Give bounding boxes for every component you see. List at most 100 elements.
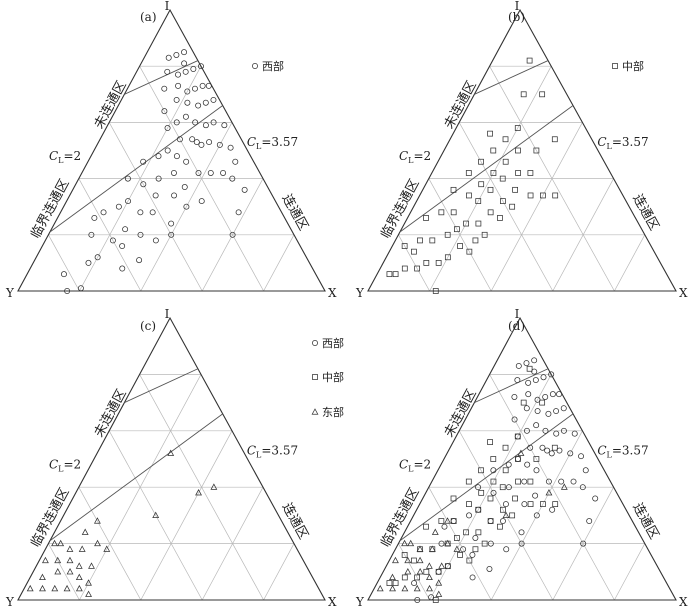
data-point-circle <box>411 580 418 587</box>
grid-line <box>490 430 583 601</box>
data-point-square <box>509 512 516 519</box>
data-point-square <box>457 243 463 249</box>
data-point-circle <box>181 184 188 191</box>
data-point-circle <box>441 523 448 530</box>
boundary-line-cl357 <box>49 105 223 233</box>
data-point-square <box>527 192 534 199</box>
vertex-label-i: I <box>515 307 520 321</box>
data-point-square <box>392 580 399 586</box>
data-point-triangle <box>425 562 433 569</box>
region-label-unconnected: 未连通区 <box>441 386 480 439</box>
grid-line <box>48 234 80 292</box>
vertex-label-i: I <box>165 0 170 13</box>
data-point-circle <box>232 158 239 165</box>
data-point-circle <box>119 243 126 250</box>
data-point-square <box>438 209 445 216</box>
series-circle <box>60 49 248 294</box>
data-point-circle <box>499 518 506 525</box>
data-point-square <box>481 231 488 238</box>
data-point-triangle <box>85 590 93 597</box>
data-point-circle <box>571 430 578 437</box>
series-triangle <box>26 449 218 597</box>
data-point-square <box>490 170 497 176</box>
grid-lines <box>48 65 295 292</box>
grid-line <box>263 234 295 292</box>
data-point-circle <box>164 125 171 131</box>
data-point-circle <box>119 265 126 272</box>
data-point-square <box>466 557 473 564</box>
data-point-triangle <box>502 511 510 518</box>
data-point-circle <box>77 285 84 292</box>
data-point-circle <box>556 391 563 398</box>
data-point-triangle <box>435 590 443 597</box>
boundary-line-cl357 <box>399 105 574 233</box>
legend-marker-square <box>312 374 318 380</box>
data-point-circle <box>486 566 493 572</box>
data-point-triangle <box>426 584 433 592</box>
data-point-triangle <box>413 584 421 592</box>
data-point-triangle <box>416 556 424 564</box>
region-label-connected: 连通区 <box>629 191 662 233</box>
data-point-square <box>475 506 482 513</box>
data-point-square <box>401 243 408 249</box>
data-point-square <box>499 484 506 491</box>
vertex-label-x: X <box>328 595 337 609</box>
data-point-triangle <box>416 568 424 575</box>
data-point-circle <box>549 391 556 398</box>
data-point-circle <box>229 231 236 238</box>
data-point-square <box>527 170 534 176</box>
data-point-triangle <box>66 568 74 575</box>
data-point-square <box>539 399 546 406</box>
data-point-circle <box>579 484 586 491</box>
data-point-circle <box>176 136 183 143</box>
legend-marker-circle <box>312 340 318 346</box>
boundary-line-cl2 <box>124 368 199 404</box>
data-point-circle <box>152 192 159 199</box>
data-point-square <box>475 220 482 227</box>
grid-line <box>139 374 264 601</box>
data-point-circle <box>124 175 131 182</box>
data-point-triangle <box>426 573 433 581</box>
vertex-label-x: X <box>328 286 337 300</box>
data-point-triangle <box>75 562 83 569</box>
data-point-circle <box>115 203 122 210</box>
data-point-circle <box>450 518 457 525</box>
data-point-circle <box>540 374 547 381</box>
data-point-circle <box>122 226 129 233</box>
boundary-line-cl2 <box>124 60 199 95</box>
cl-label-357: CL=3.57 <box>597 135 648 151</box>
grid-line <box>614 234 646 292</box>
data-point-circle <box>505 484 512 491</box>
triangle-frame <box>367 316 677 601</box>
data-point-square <box>463 529 469 536</box>
cl-label-2: CL=2 <box>49 149 81 165</box>
data-point-square <box>450 186 457 193</box>
data-point-square <box>515 456 521 462</box>
data-point-circle <box>553 430 560 437</box>
data-point-circle <box>524 461 531 468</box>
data-point-circle <box>523 427 530 434</box>
data-point-triangle <box>416 545 424 552</box>
grid-line <box>139 66 264 292</box>
grid-line <box>490 122 583 292</box>
data-point-square <box>457 552 463 558</box>
data-point-circle <box>414 597 421 603</box>
data-point-square <box>450 495 457 502</box>
data-point-circle <box>549 506 556 513</box>
data-point-triangle <box>75 584 83 592</box>
series-square <box>386 365 559 603</box>
cl-label-357: CL=3.57 <box>247 444 298 460</box>
cl-label-2: CL=2 <box>399 458 431 474</box>
data-point-triangle <box>66 545 74 552</box>
grid-line <box>79 66 202 292</box>
data-point-circle <box>531 357 538 364</box>
data-point-circle <box>137 209 144 216</box>
data-point-circle <box>438 540 445 547</box>
data-point-circle <box>523 405 530 412</box>
data-point-circle <box>490 489 497 496</box>
data-point-triangle <box>438 562 446 569</box>
data-point-triangle <box>39 573 46 581</box>
data-point-circle <box>171 192 178 199</box>
data-point-triangle <box>93 517 101 524</box>
